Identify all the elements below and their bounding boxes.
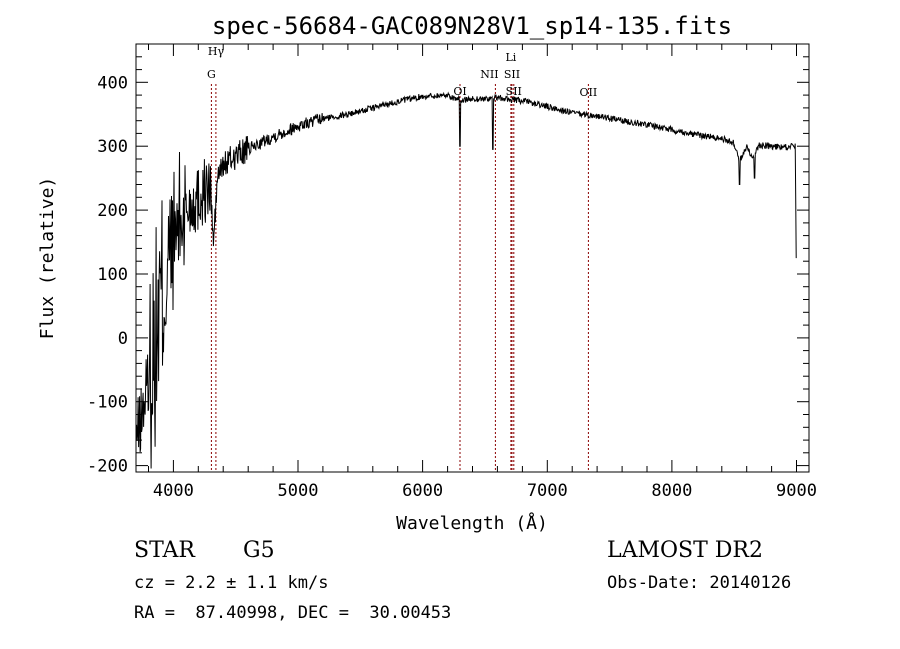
line-marker-label: NII [480,68,498,81]
line-marker-labels: Hγ G OI NII Li SII SII OII [207,45,597,99]
tick-labels: 4000 5000 6000 7000 8000 9000 -200 -100 0 100 200 3… [87,73,817,501]
line-marker-label: Li [505,51,516,64]
line-marker-label: OII [580,86,598,99]
line-marker-group [210,84,589,472]
x-axis-label: Wavelength (Å) [396,512,548,534]
y-axis-label: Flux (relative) [37,177,58,340]
line-marker-label: SII [506,85,522,98]
plot-frame [135,43,810,473]
y-tick-label: -200 [87,457,128,477]
redshift-label: cz = 2.2 ± 1.1 km/s [134,573,329,593]
axis-ticks [136,44,809,472]
line-marker-label: Hγ [208,45,225,58]
survey-label: LAMOST DR2 [607,538,763,563]
y-tick-label: 300 [97,137,128,157]
line-marker-label: G [207,68,216,81]
y-tick-label: 400 [97,73,128,93]
x-tick-label: 4000 [153,481,194,501]
obs-date-label: Obs-Date: 20140126 [607,573,792,593]
object-class-label: STAR [134,538,195,563]
x-tick-label: 5000 [278,481,319,501]
y-tick-label: -100 [87,393,128,413]
line-marker-label: SII [504,68,520,81]
y-tick-label: 0 [118,329,128,349]
subclass-label: G5 [243,538,275,563]
y-tick-label: 100 [97,265,128,285]
chart-title: spec-56684-GAC089N28V1_sp14-135.fits [212,12,732,40]
x-tick-label: 6000 [402,481,443,501]
line-marker-label: OI [453,85,466,98]
x-tick-label: 7000 [527,481,568,501]
x-tick-label: 8000 [651,481,692,501]
x-tick-label: 9000 [776,481,817,501]
y-tick-label: 200 [97,201,128,221]
spectrum-line [136,91,797,469]
coordinates-label: RA = 87.40998, DEC = 30.00453 [134,603,452,623]
